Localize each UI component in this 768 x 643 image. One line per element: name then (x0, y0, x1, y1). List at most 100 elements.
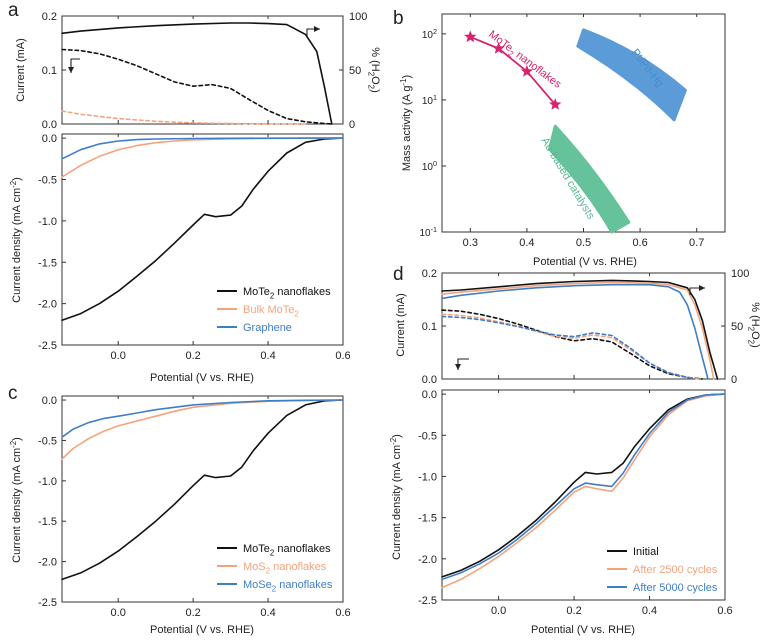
y-axis-label: Current density (mA cm-2) (9, 437, 23, 563)
y-tick-label: 10-1 (419, 225, 437, 239)
y-tick-label: -0.5 (38, 435, 57, 447)
legend-label: Bulk MoTe2 (243, 304, 299, 318)
series-line (441, 393, 726, 581)
data-point-star (492, 42, 505, 54)
panel-d: d 0.0 0.1 0.2 0 50 100 Current (mA) % (H2O2) 0.0 -… (389, 264, 761, 636)
x-tick-label: 0.6 (335, 607, 350, 619)
y-tick-label: -1.0 (418, 471, 437, 483)
legend-label: MoTe2 nanoflakes (243, 286, 331, 300)
y-tick-label: -1.0 (38, 476, 57, 488)
panel-c: c 0.0 -0.5 -1.0 -1.5 -2.0 -2.5 0.0 0.2 0.4 0.6 Pote… (8, 383, 351, 636)
y-axis-label: Mass activity (A g-1) (399, 75, 413, 171)
y-tick-label: 101 (422, 93, 437, 107)
y-tick-label: 0.1 (42, 65, 57, 77)
x-tick-label: 0.5 (576, 237, 591, 249)
y-tick-label-right: 50 (349, 65, 361, 77)
data-point-star (520, 64, 534, 77)
y-tick-label: -2.0 (418, 554, 437, 566)
series-line (441, 279, 719, 380)
y-tick-label: -1.5 (38, 257, 57, 269)
legend-label: MoS2 nanoflakes (243, 561, 327, 575)
x-tick-label: 0.3 (463, 237, 478, 249)
y-tick-label: 0.0 (422, 374, 437, 386)
series-line (61, 48, 333, 125)
arrow-left (70, 58, 80, 73)
series-line (61, 137, 344, 160)
panel-b: b 0.3 0.4 0.5 0.6 0.7 10-1 100 101 102 Potential (… (393, 8, 726, 268)
y-tick-label: -2.5 (38, 340, 57, 352)
y-tick-label-right: 100 (731, 268, 749, 280)
y-tick-label-right: 0 (731, 374, 737, 386)
y-tick-label: 0.2 (422, 268, 437, 280)
y-tick-label: -1.0 (38, 216, 57, 228)
region-au-catalysts (548, 124, 631, 234)
y-tick-label: 0.0 (422, 389, 437, 401)
y-axis-label: Current (mA) (15, 38, 27, 102)
panel-label-b: b (393, 8, 404, 29)
series-line (61, 399, 344, 581)
x-tick-label: 0.6 (335, 350, 350, 362)
series-line (441, 315, 696, 380)
y-tick-label: 0.0 (42, 133, 57, 145)
x-tick-label: 0.7 (689, 237, 704, 249)
x-tick-label: 0.2 (185, 350, 200, 362)
y-tick-label: -1.5 (418, 513, 437, 525)
y-axis-label-right: % (H2O2) (747, 302, 761, 348)
x-tick-label: 0.2 (566, 605, 581, 617)
y-tick-label-right: 0 (349, 119, 355, 131)
x-axis-label: Potential (V vs. RHE) (150, 624, 254, 636)
x-tick-label: 0.4 (519, 237, 534, 249)
y-axis-label-right: % (H2O2) (367, 47, 381, 93)
x-axis-label: Potential (V vs. RHE) (531, 624, 635, 636)
y-tick-label: 0.0 (42, 395, 57, 407)
series-line (441, 281, 715, 380)
y-tick-label: -2.0 (38, 299, 57, 311)
x-axis-label: Potential (V vs. RHE) (533, 256, 637, 268)
x-axis-label: Potential (V vs. RHE) (150, 372, 254, 384)
y-axis-label: Current density (mA cm-2) (9, 177, 23, 303)
legend-label: After 5000 cycles (633, 582, 718, 594)
x-tick-label: 0.6 (632, 237, 647, 249)
y-axis-label: Current density (mA cm-2) (389, 434, 403, 560)
y-tick-label: 0.2 (42, 11, 57, 23)
series-line (441, 393, 726, 589)
series-line (441, 283, 709, 380)
arrow-right-head (314, 26, 320, 32)
y-tick-label: 100 (422, 159, 437, 173)
series-line (61, 22, 333, 125)
arrow-left-head (68, 67, 74, 73)
legend-label: Graphene (243, 322, 292, 334)
x-tick-label: 0.0 (491, 605, 506, 617)
series-line (61, 110, 307, 125)
y-tick-label: -0.5 (418, 430, 437, 442)
y-tick-label: 0.0 (42, 119, 57, 131)
legend-label: MoTe2 nanoflakes (243, 543, 331, 557)
legend-label: After 2500 cycles (633, 564, 718, 576)
y-tick-label: -2.5 (38, 597, 57, 609)
panel-a: a 0.0 0.1 0.2 0 50 100 Current (mA) % (H2O2) 0.0 -… (8, 0, 381, 384)
annotation-mote2: MoTe2 nanoflakes (485, 28, 564, 92)
series-line (61, 399, 344, 439)
series-line (61, 399, 344, 460)
arrow-left-head (455, 364, 461, 370)
x-tick-label: 0.6 (717, 605, 732, 617)
series-line (469, 36, 557, 106)
plot-frame (441, 389, 726, 601)
x-tick-label: 0.4 (260, 350, 275, 362)
arrow-right-head (699, 285, 705, 291)
plot-frame (61, 133, 344, 346)
x-tick-label: 0.4 (260, 607, 275, 619)
panel-label-a: a (8, 0, 19, 21)
y-tick-label-right: 50 (731, 321, 743, 333)
series-line (441, 393, 726, 578)
data-point-star (464, 30, 477, 43)
arrow-right (306, 28, 320, 37)
panel-label-c: c (8, 383, 18, 404)
legend-label: MoSe2 nanoflakes (243, 579, 333, 593)
y-axis-label: Current (mA) (395, 293, 407, 357)
panel-label-d: d (393, 264, 404, 285)
y-tick-label: 0.1 (422, 321, 437, 333)
y-tick-label-right: 100 (349, 11, 367, 23)
series-line (441, 309, 704, 380)
